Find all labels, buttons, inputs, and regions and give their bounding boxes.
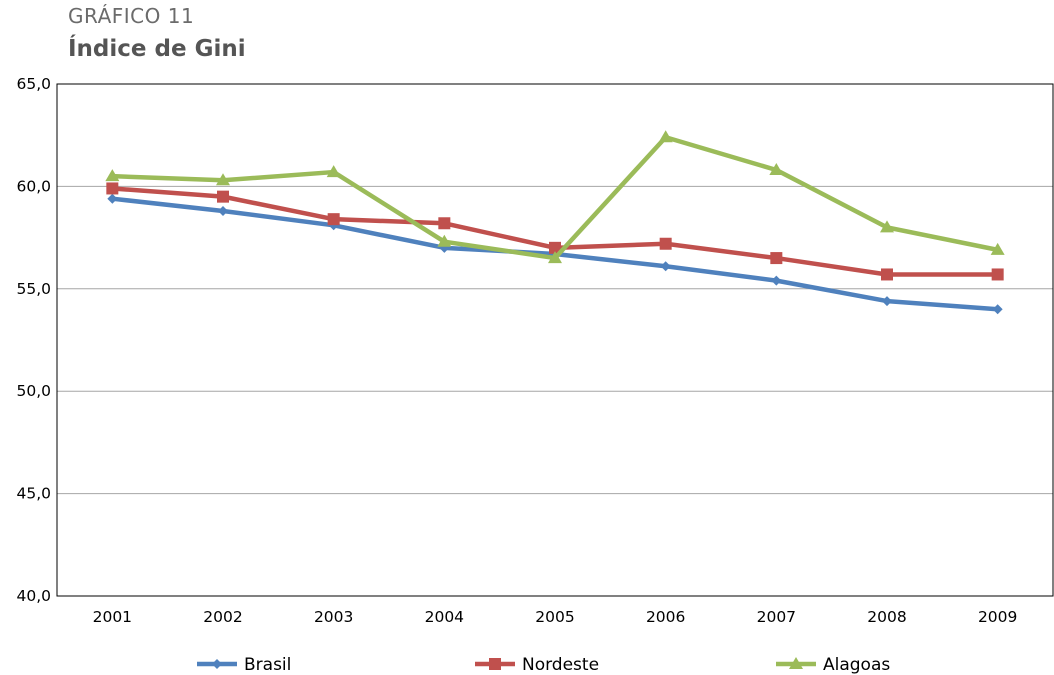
legend-marker-brasil (212, 659, 222, 669)
data-point-brasil (107, 193, 118, 204)
legend-item-brasil: Brasil (197, 655, 291, 675)
y-tick-label: 65,0 (16, 75, 51, 93)
data-point-alagoas (437, 234, 452, 247)
x-tick-label: 2005 (535, 608, 574, 626)
x-tick-label: 2008 (867, 608, 906, 626)
chart-title: Índice de Gini (68, 36, 246, 62)
x-tick-label: 2009 (978, 608, 1017, 626)
data-point-nordeste (659, 237, 672, 250)
data-point-alagoas (880, 220, 894, 233)
y-axis-ticks: 40,0 45,0 50,0 55,0 60,0 65,0 (16, 75, 51, 605)
data-point-nordeste (106, 182, 119, 195)
data-point-nordeste (881, 268, 893, 281)
data-point-alagoas (658, 130, 673, 143)
data-point-nordeste (991, 268, 1004, 281)
x-axis-ticks: 2001 2002 2003 2004 2005 2006 2007 2008 2009 (93, 608, 1018, 626)
legend-marker-alagoas (789, 657, 803, 669)
y-tick-label: 60,0 (16, 177, 51, 195)
data-point-alagoas (216, 173, 230, 186)
data-point-alagoas (548, 251, 562, 264)
data-point-alagoas (105, 169, 120, 182)
x-tick-label: 2004 (425, 608, 464, 626)
data-point-brasil (882, 296, 892, 307)
series-alagoas (105, 130, 1005, 264)
series-group (105, 130, 1005, 315)
data-point-brasil (992, 304, 1003, 315)
legend-label-alagoas: Alagoas (823, 655, 890, 675)
y-tick-label: 50,0 (16, 382, 51, 400)
data-point-alagoas (326, 165, 341, 178)
legend-label-nordeste: Nordeste (522, 655, 599, 675)
series-nordeste (106, 182, 1004, 281)
legend-item-alagoas: Alagoas (776, 655, 890, 675)
data-point-nordeste (438, 217, 451, 230)
data-point-brasil (660, 261, 671, 272)
x-tick-label: 2007 (757, 608, 796, 626)
chart-kicker: GRÁFICO 11 (68, 4, 195, 28)
data-point-nordeste (217, 190, 229, 203)
x-tick-label: 2003 (314, 608, 353, 626)
data-point-nordeste (327, 213, 340, 226)
legend-item-nordeste: Nordeste (475, 655, 599, 675)
series-line-alagoas (110, 134, 1000, 261)
legend-label-brasil: Brasil (244, 655, 291, 675)
data-point-alagoas (769, 163, 784, 176)
y-tick-label: 55,0 (16, 280, 51, 298)
x-tick-label: 2001 (93, 608, 132, 626)
y-tick-label: 45,0 (16, 485, 51, 503)
data-point-brasil (771, 275, 782, 286)
y-tick-label: 40,0 (16, 587, 51, 605)
gridlines (56, 83, 1054, 597)
data-point-nordeste (549, 241, 561, 254)
legend-marker-nordeste (489, 658, 501, 670)
x-tick-label: 2006 (646, 608, 685, 626)
plot-frame (56, 83, 1054, 597)
data-point-nordeste (770, 252, 783, 265)
data-point-alagoas (990, 242, 1005, 255)
legend: Brasil Nordeste Alagoas (197, 655, 890, 675)
x-tick-label: 2002 (203, 608, 242, 626)
data-point-brasil (218, 205, 228, 216)
